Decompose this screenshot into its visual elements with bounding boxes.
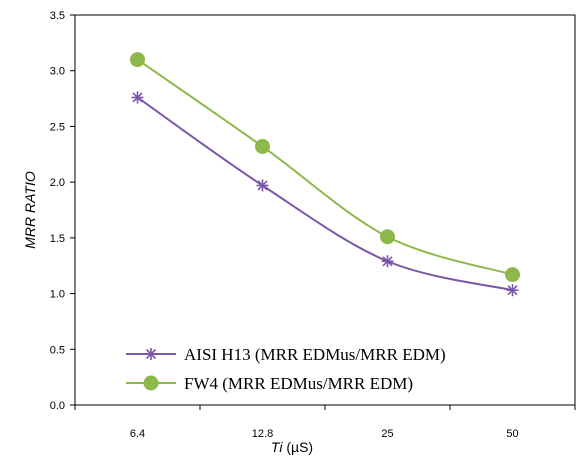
series-layer: [130, 52, 520, 297]
series-1-point: [381, 255, 394, 268]
y-tick-label: 1.0: [50, 289, 65, 301]
x-tick-label: 50: [506, 428, 518, 440]
series-1-point: [506, 284, 519, 297]
y-tick-label: 2.0: [50, 177, 65, 189]
legend-marker-1: [145, 348, 157, 360]
x-tick-label: 12.8: [252, 428, 273, 440]
y-tick-label: 2.5: [50, 121, 65, 133]
series-2-point: [255, 138, 270, 154]
y-tick-label: 3.0: [50, 66, 65, 78]
series-2-point: [380, 229, 395, 245]
series-1-point: [256, 179, 269, 192]
x-axis-title-unit: (µS): [282, 439, 313, 455]
series-2-point: [505, 267, 520, 283]
y-tick-label: 3.5: [50, 10, 65, 22]
series-2-point: [130, 52, 145, 68]
legend-marker-2: [143, 375, 159, 391]
x-axis-title: Ti (µS): [271, 439, 313, 455]
legend: AISI H13 (MRR EDMus/MRR EDM) FW4 (MRR EDM…: [126, 345, 446, 393]
y-tick-label: 1.5: [50, 233, 65, 245]
y-axis-title: MRR RATIO: [22, 171, 38, 249]
x-axis-title-italic: Ti: [271, 439, 283, 455]
series-1-point: [131, 91, 144, 104]
legend-label-2: FW4 (MRR EDMus/MRR EDM): [184, 374, 413, 393]
x-tick-label: 25: [381, 428, 393, 440]
y-axis: 0.0 0.5 1.0 1.5 2.0 2.5 3.0 3.5: [50, 10, 75, 412]
y-tick-label: 0.5: [50, 344, 65, 356]
series-line-1: [136, 96, 513, 292]
legend-label-1: AISI H13 (MRR EDMus/MRR EDM): [184, 345, 446, 364]
x-axis: 6.4 12.8 25 50: [74, 405, 576, 440]
y-tick-label: 0.0: [50, 400, 65, 412]
series-line-2: [136, 58, 513, 276]
x-tick-label: 6.4: [130, 428, 145, 440]
